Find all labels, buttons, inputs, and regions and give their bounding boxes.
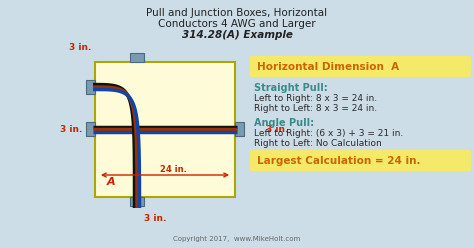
Text: Right to Left: No Calculation: Right to Left: No Calculation — [254, 139, 382, 148]
FancyBboxPatch shape — [250, 150, 471, 171]
Text: 3 in.: 3 in. — [266, 124, 288, 133]
Bar — [130, 197, 144, 206]
Text: Largest Calculation = 24 in.: Largest Calculation = 24 in. — [257, 155, 420, 165]
Text: Right to Left: 8 x 3 = 24 in.: Right to Left: 8 x 3 = 24 in. — [254, 104, 377, 113]
Text: Conductors 4 AWG and Larger: Conductors 4 AWG and Larger — [158, 19, 316, 29]
Text: 3 in.: 3 in. — [69, 43, 91, 53]
Text: 24 in.: 24 in. — [160, 165, 186, 174]
Text: 3 in.: 3 in. — [144, 214, 166, 223]
Text: A: A — [107, 177, 116, 187]
Text: Left to Right: 8 x 3 = 24 in.: Left to Right: 8 x 3 = 24 in. — [254, 94, 377, 103]
Text: Horizontal Dimension  A: Horizontal Dimension A — [257, 62, 399, 71]
Text: Copyright 2017,  www.MikeHolt.com: Copyright 2017, www.MikeHolt.com — [173, 236, 301, 242]
Text: Left to Right: (6 x 3) + 3 = 21 in.: Left to Right: (6 x 3) + 3 = 21 in. — [254, 129, 403, 138]
Bar — [130, 53, 144, 62]
Bar — [86, 122, 95, 136]
FancyBboxPatch shape — [250, 56, 471, 77]
Bar — [95, 62, 235, 197]
Bar — [86, 80, 95, 94]
Text: 3 in.: 3 in. — [60, 124, 82, 133]
Text: Angle Pull:: Angle Pull: — [254, 118, 314, 128]
Text: Straight Pull:: Straight Pull: — [254, 83, 328, 93]
Bar — [235, 122, 244, 136]
Text: 314.28(A) Example: 314.28(A) Example — [182, 30, 292, 40]
Text: Pull and Junction Boxes, Horizontal: Pull and Junction Boxes, Horizontal — [146, 8, 328, 18]
